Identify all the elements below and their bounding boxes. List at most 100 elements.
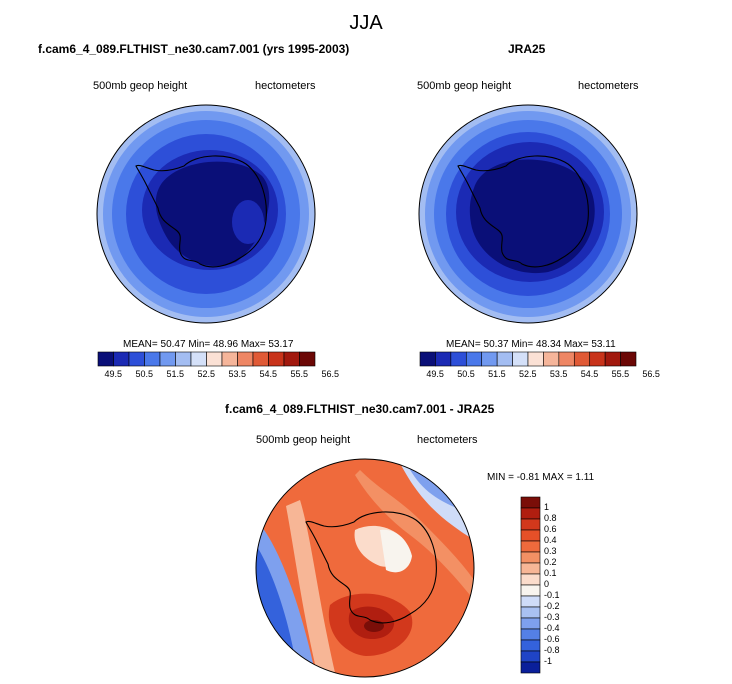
left-colorbar-swatch — [190, 351, 207, 367]
diff-colorbar-swatch — [520, 617, 541, 630]
left-colorbar-tick-label: 51.5 — [166, 369, 185, 379]
left-stats: MEAN= 50.47 Min= 48.96 Max= 53.17 — [123, 339, 294, 350]
diff-colorbar-tick-label: 1 — [544, 502, 550, 512]
right-colorbar-swatch — [573, 351, 591, 367]
left-colorbar-tick-label: 53.5 — [228, 369, 247, 379]
diff-stats: MIN = -0.81 MAX = 1.11 — [487, 472, 595, 483]
right-colorbar-swatch — [604, 351, 621, 367]
left-colorbar-swatch — [159, 351, 176, 367]
diff-map-center-neutral — [380, 529, 412, 573]
right-colorbar — [419, 351, 637, 367]
left-colorbar-tick-label: 50.5 — [135, 369, 154, 379]
right-colorbar-swatch — [512, 351, 529, 367]
left-colorbar-swatch — [113, 351, 130, 367]
diff-colorbar-swatch — [520, 562, 541, 575]
diff-colorbar-swatch — [520, 639, 541, 652]
right-stats: MEAN= 50.37 Min= 48.34 Max= 53.11 — [446, 339, 616, 350]
left-variable-label: 500mb geop height — [93, 80, 188, 92]
right-colorbar-swatch — [435, 351, 452, 367]
left-colorbar-tick-label: 56.5 — [321, 369, 340, 379]
right-colorbar-tick-label: 56.5 — [642, 369, 660, 379]
diff-colorbar-tick-label: -0.6 — [544, 634, 560, 644]
diff-map-border — [255, 458, 475, 678]
right-colorbar-tick-label: 52.5 — [519, 369, 537, 379]
left-map — [96, 104, 316, 324]
right-variable-label: 500mb geop height — [417, 80, 512, 92]
diff-colorbar-swatch — [520, 507, 541, 520]
left-colorbar-swatch — [206, 351, 223, 367]
diff-colorbar-tick-label: 0.1 — [544, 568, 557, 578]
right-panel-title: JRA25 — [508, 42, 546, 56]
diff-colorbar-tick-label: 0.2 — [544, 557, 557, 567]
diff-colorbar-tick-label: 0.8 — [544, 513, 557, 523]
diff-colorbar-tick-label: -0.1 — [544, 590, 560, 600]
diff-colorbar — [520, 496, 541, 674]
left-colorbar-swatch — [299, 351, 316, 367]
diff-colorbar-tick-label: -0.2 — [544, 601, 560, 611]
diff-colorbar-swatch — [520, 529, 541, 542]
diff-colorbar-tick-label: -0.3 — [544, 612, 560, 622]
right-map-border — [418, 104, 638, 324]
diff-colorbar-tick-label: 0.6 — [544, 524, 557, 534]
left-map-border — [96, 104, 316, 324]
right-colorbar-tick-label: 55.5 — [611, 369, 630, 379]
right-colorbar-swatch — [450, 351, 467, 367]
diff-colorbar-tick-label: -1 — [544, 656, 553, 666]
right-colorbar-swatch — [481, 351, 498, 367]
left-colorbar-swatch — [144, 351, 161, 367]
left-panel-title: f.cam6_4_089.FLTHIST_ne30.cam7.001 (yrs … — [38, 42, 350, 56]
right-colorbar-tick-label: 53.5 — [549, 369, 568, 379]
figure-title: JJA — [349, 12, 383, 34]
left-colorbar-tick-label: 52.5 — [197, 369, 216, 379]
diff-colorbar-tick-label: 0.3 — [544, 546, 557, 556]
left-colorbar-tick-label: 54.5 — [259, 369, 278, 379]
right-colorbar-swatch — [496, 351, 513, 367]
left-colorbar-swatch — [252, 351, 269, 367]
left-colorbar-swatch — [175, 351, 192, 367]
right-colorbar-tick-label: 51.5 — [488, 369, 506, 379]
diff-colorbar-swatch — [520, 540, 541, 553]
diff-colorbar-swatch — [520, 661, 541, 674]
diff-colorbar-tick-label: 0.4 — [544, 535, 557, 545]
right-colorbar-swatch — [620, 351, 637, 367]
diff-colorbar-swatch — [520, 650, 541, 663]
right-colorbar-swatch — [465, 351, 483, 367]
right-colorbar-swatch — [419, 351, 436, 367]
left-colorbar-swatch — [268, 351, 285, 367]
right-colorbar-swatch — [527, 351, 544, 367]
diff-map — [255, 458, 475, 678]
left-colorbar-swatch — [283, 351, 300, 367]
diff-colorbar-swatch — [520, 518, 541, 531]
diff-variable-label: 500mb geop height — [256, 434, 351, 446]
diff-colorbar-tick-label: -0.8 — [544, 645, 560, 655]
left-colorbar-tick-label: 55.5 — [290, 369, 309, 379]
left-map-ross-sea-tongue — [232, 200, 264, 244]
diff-colorbar-swatch — [520, 595, 541, 608]
right-colorbar-swatch — [589, 351, 606, 367]
diff-colorbar-swatch — [520, 496, 541, 509]
diff-panel-title: f.cam6_4_089.FLTHIST_ne30.cam7.001 - JRA… — [225, 402, 495, 416]
right-colorbar-tick-label: 49.5 — [426, 369, 444, 379]
diff-colorbar-swatch — [520, 584, 541, 597]
diff-colorbar-swatch — [520, 628, 541, 641]
diff-colorbar-swatch — [520, 606, 541, 619]
diff-colorbar-tick-label: -0.4 — [544, 623, 560, 633]
diff-map-east-band — [355, 470, 474, 600]
diff-units-label: hectometers — [417, 434, 478, 446]
diff-colorbar-tick-label: 0 — [544, 579, 550, 589]
left-colorbar-swatch — [237, 351, 254, 367]
right-map — [418, 104, 638, 324]
left-colorbar — [97, 351, 316, 367]
left-colorbar-tick-label: 49.5 — [104, 369, 123, 379]
left-colorbar-swatch — [128, 351, 145, 367]
right-units-label: hectometers — [578, 80, 639, 92]
right-colorbar-swatch — [543, 351, 560, 367]
left-units-label: hectometers — [255, 80, 316, 92]
right-map-core — [469, 159, 595, 274]
left-colorbar-swatch — [221, 351, 238, 367]
diff-map-west-light — [286, 500, 336, 677]
left-colorbar-swatch — [97, 351, 114, 367]
right-colorbar-swatch — [558, 351, 575, 367]
right-colorbar-tick-label: 50.5 — [457, 369, 475, 379]
